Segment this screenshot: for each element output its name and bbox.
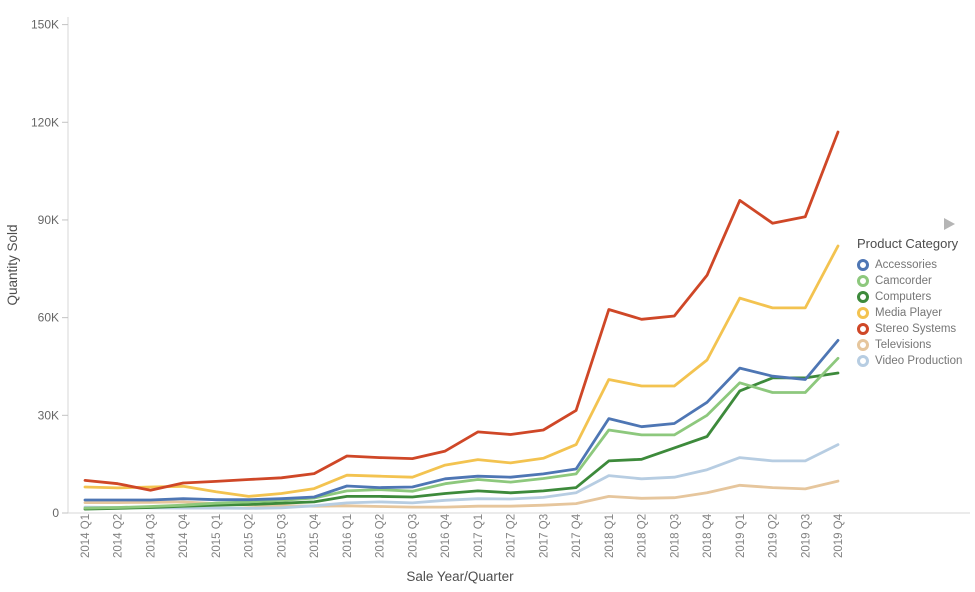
legend-ring-icon <box>857 291 869 303</box>
x-tick-label: 2018 Q4 <box>702 513 714 558</box>
legend-ring-icon <box>857 259 869 271</box>
x-tick-label: 2019 Q4 <box>833 513 845 558</box>
x-tick-label: 2014 Q2 <box>113 514 125 558</box>
y-tick-label: 120K <box>31 115 59 129</box>
series-line-media-player[interactable] <box>83 244 840 498</box>
legend-item-label: Media Player <box>875 307 943 319</box>
x-tick-label: 2017 Q2 <box>506 514 518 558</box>
x-tick-label: 2015 Q3 <box>276 514 288 558</box>
legend-item-accessories[interactable]: Accessories <box>857 257 975 273</box>
x-tick-label: 2018 Q2 <box>637 514 649 558</box>
x-tick-label: 2016 Q1 <box>342 514 354 558</box>
legend-ring-icon <box>857 339 869 351</box>
legend: Product Category Accessories Camcorder Com… <box>857 236 975 369</box>
x-tick-label: 2014 Q3 <box>145 514 157 558</box>
y-tick-label: 60K <box>38 311 59 325</box>
legend-ring-icon <box>857 275 869 287</box>
x-tick-label: 2016 Q4 <box>440 513 452 558</box>
legend-item-label: Computers <box>875 291 932 303</box>
x-tick-label: 2016 Q2 <box>375 514 387 558</box>
legend-item-video-production[interactable]: Video Production <box>857 353 975 369</box>
x-tick-label: 2019 Q2 <box>768 514 780 558</box>
legend-item-media-player[interactable]: Media Player <box>857 305 975 321</box>
legend-item-televisions[interactable]: Televisions <box>857 337 975 353</box>
legend-title: Product Category <box>857 236 959 251</box>
x-tick-label: 2019 Q3 <box>800 514 812 558</box>
series-line-stereo-systems[interactable] <box>83 130 840 492</box>
x-tick-label: 2014 Q4 <box>178 513 190 558</box>
y-tick-label: 30K <box>38 408 59 422</box>
series-line-accessories[interactable] <box>83 338 840 502</box>
x-tick-label: 2018 Q1 <box>604 514 616 558</box>
x-tick-label: 2017 Q3 <box>538 514 550 558</box>
legend-ring-icon <box>857 307 869 319</box>
series-line-video-production[interactable] <box>83 443 840 510</box>
y-tick-label: 90K <box>38 213 59 227</box>
legend-ring-icon <box>857 355 869 367</box>
x-tick-label: 2019 Q1 <box>735 514 747 558</box>
legend-item-computers[interactable]: Computers <box>857 289 975 305</box>
x-tick-label: 2017 Q1 <box>473 514 485 558</box>
legend-ring-icon <box>857 323 869 335</box>
legend-item-label: Camcorder <box>875 275 932 287</box>
y-tick-label: 0 <box>52 506 59 520</box>
x-tick-label: 2016 Q3 <box>407 514 419 558</box>
legend-item-label: Video Production <box>875 355 963 367</box>
x-tick-label: 2018 Q3 <box>669 514 681 558</box>
legend-item-label: Accessories <box>875 259 937 271</box>
x-tick-label: 2014 Q1 <box>80 514 92 558</box>
y-tick-label: 150K <box>31 18 59 32</box>
x-tick-label: 2015 Q2 <box>244 514 256 558</box>
legend-item-label: Stereo Systems <box>875 323 957 335</box>
series-line-camcorder[interactable] <box>83 356 840 510</box>
y-axis-title: Quantity Sold <box>5 224 20 305</box>
x-tick-label: 2015 Q4 <box>309 513 321 558</box>
legend-item-camcorder[interactable]: Camcorder <box>857 273 975 289</box>
x-tick-label: 2015 Q1 <box>211 514 223 558</box>
x-axis-title: Sale Year/Quarter <box>406 569 514 584</box>
legend-item-stereo-systems[interactable]: Stereo Systems <box>857 321 975 337</box>
series-line-computers[interactable] <box>83 371 840 511</box>
legend-item-label: Televisions <box>875 339 932 351</box>
legend-items: Accessories Camcorder Computers Media Playe… <box>857 257 975 369</box>
x-tick-label: 2017 Q4 <box>571 513 583 558</box>
legend-scroll-right-icon[interactable] <box>944 218 955 230</box>
